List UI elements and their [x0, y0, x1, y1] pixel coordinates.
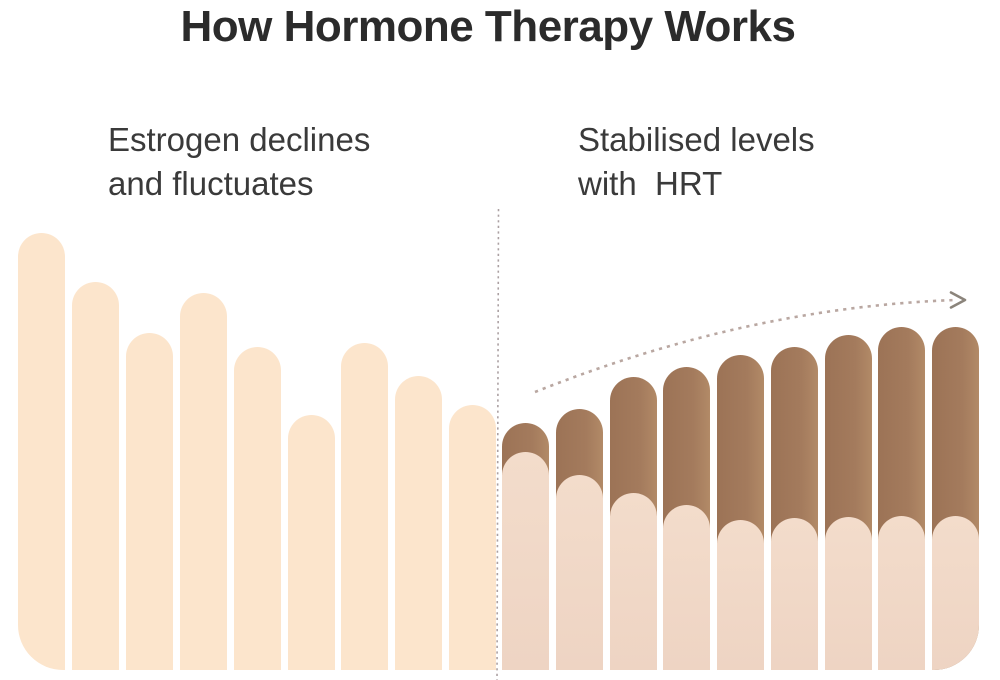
estrogen-bar [233, 347, 281, 670]
estrogen-bar [179, 292, 227, 670]
natural-estrogen-overlay-bar [609, 493, 657, 670]
estrogen-bar [341, 343, 389, 670]
estrogen-bar [71, 281, 119, 670]
estrogen-bar [125, 333, 173, 670]
estrogen-bar [287, 414, 335, 670]
trend-arrowhead-icon [949, 291, 967, 309]
natural-estrogen-overlay-bar [663, 504, 711, 670]
natural-estrogen-overlay-bar [502, 451, 549, 670]
natural-estrogen-overlay-bar [932, 516, 979, 670]
page-title: How Hormone Therapy Works [180, 2, 796, 51]
estrogen-bar [18, 233, 65, 670]
natural-estrogen-overlay-bar [555, 475, 603, 670]
divider-line [496, 208, 500, 680]
natural-estrogen-overlay-bar [824, 517, 872, 670]
natural-estrogen-overlay-bar [878, 516, 926, 670]
right-section-label: Stabilised levels with HRT [578, 121, 815, 202]
natural-estrogen-overlay-bar [770, 517, 818, 670]
estrogen-bar [449, 405, 497, 670]
trend-arrow-curve [534, 298, 957, 394]
estrogen-bar [395, 375, 443, 670]
left-section-label: Estrogen declines and fluctuates [108, 121, 371, 202]
natural-estrogen-overlay-bar [717, 520, 764, 670]
